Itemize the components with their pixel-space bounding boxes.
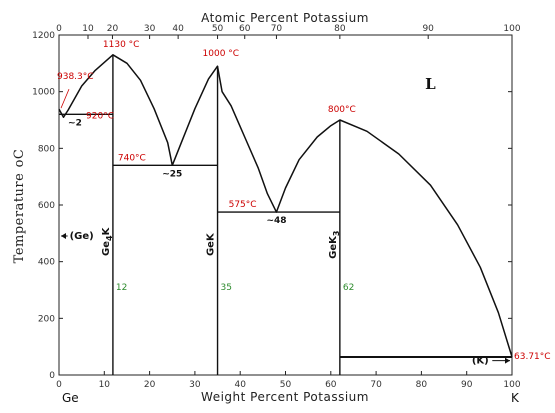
top-tick-label: 10 [82,24,94,34]
compound-suffix: K [101,226,112,235]
liquidus-curve [58,54,513,358]
compound-composition-label: 12 [116,283,127,293]
compound-composition-label: 62 [343,283,354,293]
top-tick-label: 30 [144,24,156,34]
x-tick-label: 40 [234,380,246,390]
y-axis-unit: oC [12,149,27,168]
temperature-label: 740°C [118,153,146,163]
temperature-label: 938.3°C [57,72,94,82]
x-tick-label: 30 [189,380,201,390]
x-tick-label: 10 [99,380,111,390]
top-tick-label: 90 [422,24,434,34]
phase-region-label: (Ge) [70,231,94,242]
compound-formula: Ge [101,241,112,256]
k-arrow-head [505,357,510,364]
compound-label-group: GeK [206,232,217,256]
labels-layer: 938.3°C 1130 °C 920°C 1000 °C 740°C 800°C 575°… [57,40,551,367]
temperature-label: 800°C [328,105,356,115]
y-tick-label: 800 [38,144,55,154]
y-tick-label: 1000 [32,88,55,98]
compound-subscript: 4 [105,235,114,241]
compound-label: GeK3 [328,231,341,259]
compound-composition-label: 35 [221,283,232,293]
lines-layer [58,54,513,375]
compound-label: GeK [206,232,217,256]
compound-formula: GeK [328,235,339,259]
eutectic-composition-label: ~2 [68,118,82,128]
x-tick-label: 0 [56,380,62,390]
temperature-label: 575°C [229,200,257,210]
temperature-label: 1130 °C [103,40,140,50]
y-tick-label: 600 [38,201,55,211]
temperature-label: 63.71°C [514,352,551,362]
y-tick-label: 200 [38,314,55,324]
x-tick-label: 80 [416,380,428,390]
top-tick-label: 80 [334,24,346,34]
x-tick-label: 70 [370,380,382,390]
y-tick-label: 0 [49,371,55,381]
phase-region-label: L [425,75,436,93]
y-axis-title: Temperature [12,173,27,264]
x-right-element-label: K [511,391,520,405]
y-tick-label: 400 [38,258,55,268]
eutectic-composition-label: ~48 [266,216,286,226]
phase-region-label: (K) [472,356,489,367]
x-tick-label: 20 [144,380,156,390]
compound-subscript: 3 [332,231,341,237]
x-tick-label: 60 [325,380,337,390]
top-tick-label: 70 [271,24,283,34]
ge-arrow-head [61,233,66,239]
top-tick-label: 50 [212,24,224,34]
top-tick-label: 60 [239,24,251,34]
top-tick-label: 100 [503,24,520,34]
x-left-element-label: Ge [62,391,79,405]
top-tick-label: 40 [172,24,184,34]
ticks-layer: 0 10 20 30 40 50 60 70 80 90 1000 10 20 30 40 50 60 70 80 9… [32,24,521,390]
compound-label-group: Ge4K [101,226,114,256]
x-axis-title: Weight Percent Potassium [201,390,369,404]
temperature-label: 1000 °C [203,49,240,59]
x-tick-label: 100 [503,380,520,390]
compound-label: Ge4K [101,226,114,256]
compound-formula: GeK [206,232,217,256]
top-tick-label: 0 [56,24,62,34]
compound-label-group: GeK3 [328,231,341,259]
y-tick-label: 1200 [32,31,55,41]
y-axis-title-group: Temperature oC [12,149,27,264]
x-tick-label: 90 [461,380,473,390]
melting-point-pointer [60,88,70,109]
x-tick-label: 50 [280,380,292,390]
top-axis-title: Atomic Percent Potassium [201,11,369,25]
temperature-label: 920°C [86,111,114,121]
eutectic-composition-label: ~25 [162,169,182,179]
top-tick-label: 20 [107,24,119,34]
